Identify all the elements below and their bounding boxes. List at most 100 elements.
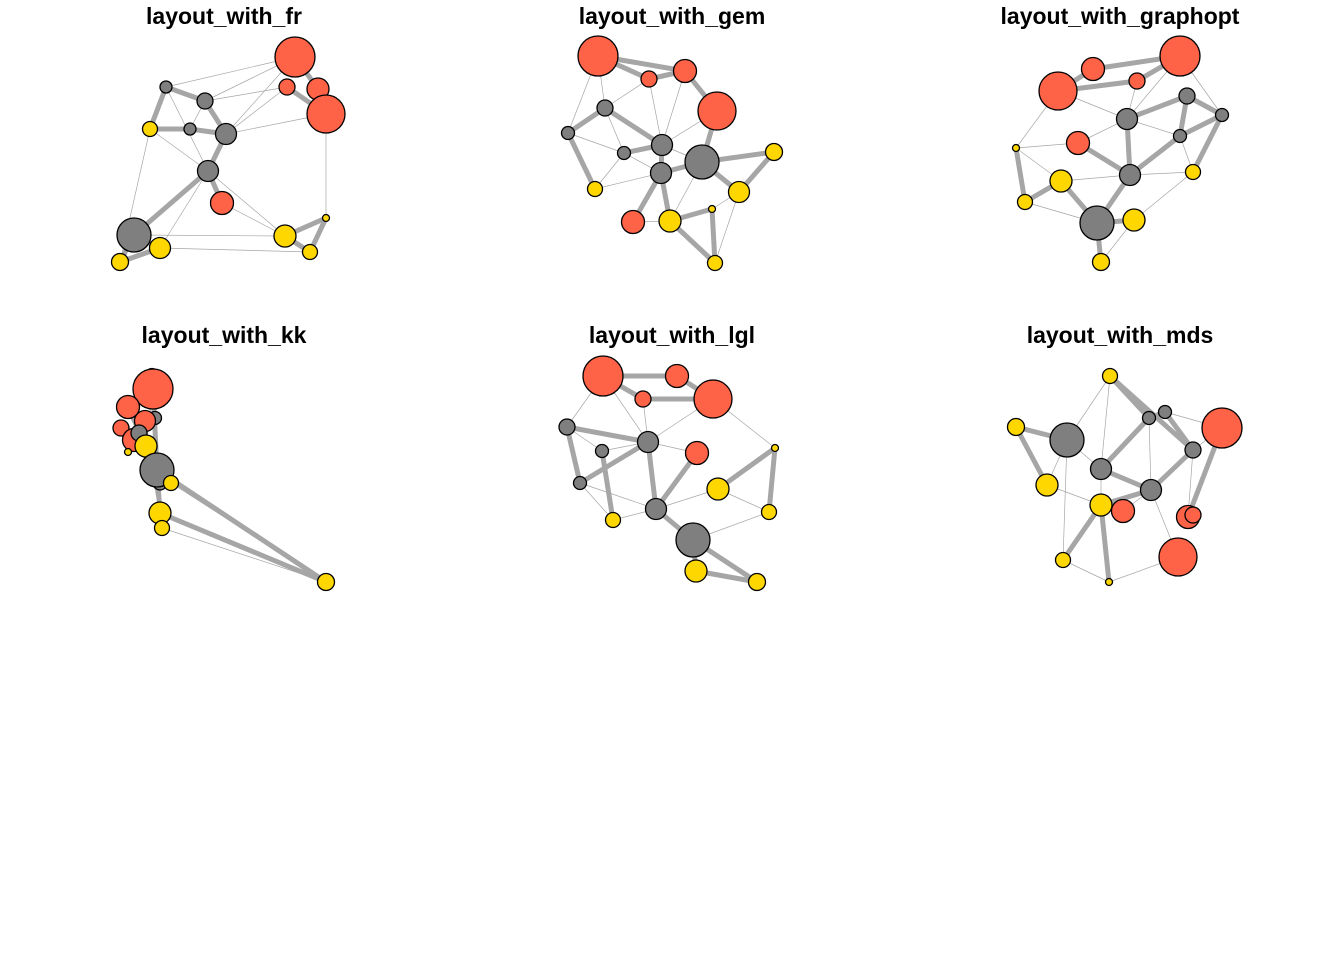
- edge: [133, 234, 286, 237]
- node: [693, 379, 733, 419]
- node: [1079, 205, 1115, 241]
- edge: [579, 482, 657, 510]
- node: [1115, 107, 1139, 131]
- edge: [1190, 112, 1225, 175]
- node: [1038, 71, 1078, 111]
- edge: [1148, 417, 1152, 491]
- network-gem: [560, 35, 784, 272]
- edges: [564, 373, 778, 585]
- node: [1159, 35, 1201, 77]
- edge: [579, 482, 614, 521]
- node: [1089, 493, 1113, 517]
- node: [1091, 252, 1111, 272]
- node: [214, 122, 238, 146]
- node: [196, 92, 214, 110]
- nodes: [110, 36, 346, 272]
- node: [572, 475, 588, 491]
- node: [209, 190, 235, 216]
- edge: [1177, 112, 1225, 139]
- node: [586, 180, 604, 198]
- edge: [645, 439, 659, 512]
- node: [1101, 367, 1119, 385]
- node: [596, 99, 614, 117]
- node: [1011, 143, 1021, 153]
- nodes: [1006, 367, 1243, 587]
- node: [558, 418, 576, 436]
- nodes: [558, 355, 780, 592]
- edge: [715, 445, 778, 492]
- edge: [157, 510, 329, 585]
- edge: [564, 424, 583, 486]
- node: [301, 243, 319, 261]
- node: [672, 58, 698, 84]
- edge: [1098, 415, 1152, 472]
- panel-title-kk: layout_with_kk: [141, 322, 307, 348]
- edge: [170, 482, 327, 583]
- node: [1049, 422, 1085, 458]
- edge: [165, 56, 296, 88]
- network-fr: [110, 36, 346, 272]
- edge: [714, 191, 740, 264]
- node: [1122, 208, 1146, 232]
- node: [727, 180, 751, 204]
- edge: [1100, 375, 1111, 470]
- node: [153, 519, 171, 537]
- node: [306, 94, 346, 134]
- node: [1141, 410, 1157, 426]
- node: [1201, 407, 1243, 449]
- node: [1214, 107, 1230, 123]
- node: [1157, 404, 1173, 420]
- edge: [161, 527, 327, 583]
- node: [697, 91, 737, 131]
- node: [1035, 473, 1059, 497]
- edge: [604, 78, 650, 109]
- edge: [648, 78, 663, 146]
- node: [183, 122, 197, 136]
- nodes: [112, 367, 336, 592]
- node: [644, 497, 668, 521]
- edge: [565, 130, 598, 192]
- edge: [149, 128, 209, 172]
- edge: [564, 424, 651, 445]
- node: [770, 443, 780, 453]
- node: [650, 133, 674, 157]
- node: [620, 209, 646, 235]
- network-lgl: [558, 355, 780, 592]
- node: [675, 522, 711, 558]
- network-mds: [1006, 367, 1243, 587]
- panel-title-fr: layout_with_fr: [146, 3, 302, 29]
- node: [1089, 457, 1113, 481]
- node: [634, 390, 652, 408]
- edge: [567, 132, 625, 154]
- node: [640, 70, 658, 88]
- edge: [602, 105, 665, 148]
- panel-title-lgl: layout_with_lgl: [588, 322, 756, 348]
- node: [123, 447, 133, 457]
- node: [1139, 478, 1163, 502]
- node: [1184, 506, 1202, 524]
- node: [604, 511, 622, 529]
- node: [132, 368, 174, 410]
- node: [649, 161, 673, 185]
- edge: [577, 439, 651, 486]
- edge: [599, 448, 616, 523]
- edge: [1098, 502, 1112, 585]
- node: [1080, 56, 1106, 82]
- node: [706, 477, 730, 501]
- node: [684, 559, 708, 583]
- nodes: [560, 35, 784, 272]
- node: [1016, 193, 1034, 211]
- panel-title-mds: layout_with_mds: [1026, 322, 1214, 348]
- edge: [204, 86, 288, 102]
- node: [316, 572, 336, 592]
- node: [594, 443, 610, 459]
- node: [658, 209, 682, 233]
- node: [582, 355, 624, 397]
- node: [1128, 72, 1146, 90]
- edge: [1133, 171, 1194, 221]
- node: [159, 80, 173, 94]
- edge: [225, 86, 288, 135]
- edge: [154, 467, 329, 585]
- node: [278, 78, 296, 96]
- node: [273, 224, 297, 248]
